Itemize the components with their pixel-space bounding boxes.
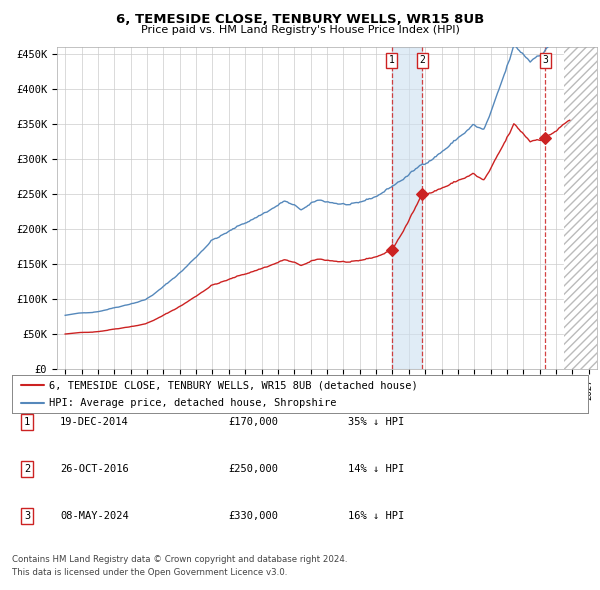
- Text: 1: 1: [24, 417, 30, 427]
- Point: [387, 245, 397, 255]
- Text: 6, TEMESIDE CLOSE, TENBURY WELLS, WR15 8UB: 6, TEMESIDE CLOSE, TENBURY WELLS, WR15 8…: [116, 13, 484, 26]
- Bar: [564, 47, 597, 369]
- Text: 19-DEC-2014: 19-DEC-2014: [60, 417, 129, 427]
- Bar: [392, 47, 422, 369]
- Text: 35% ↓ HPI: 35% ↓ HPI: [348, 417, 404, 427]
- Text: Price paid vs. HM Land Registry's House Price Index (HPI): Price paid vs. HM Land Registry's House …: [140, 25, 460, 35]
- Point: [418, 189, 427, 199]
- Text: 3: 3: [542, 55, 548, 65]
- Text: This data is licensed under the Open Government Licence v3.0.: This data is licensed under the Open Gov…: [12, 568, 287, 576]
- Text: 2: 2: [419, 55, 425, 65]
- Point: [541, 133, 550, 143]
- Text: £170,000: £170,000: [228, 417, 278, 427]
- Text: HPI: Average price, detached house, Shropshire: HPI: Average price, detached house, Shro…: [49, 398, 337, 408]
- Text: 26-OCT-2016: 26-OCT-2016: [60, 464, 129, 474]
- Text: £250,000: £250,000: [228, 464, 278, 474]
- Text: 14% ↓ HPI: 14% ↓ HPI: [348, 464, 404, 474]
- Text: 2: 2: [24, 464, 30, 474]
- Text: £330,000: £330,000: [228, 512, 278, 521]
- Bar: [564, 47, 597, 369]
- Text: 6, TEMESIDE CLOSE, TENBURY WELLS, WR15 8UB (detached house): 6, TEMESIDE CLOSE, TENBURY WELLS, WR15 8…: [49, 381, 418, 391]
- Text: 1: 1: [389, 55, 395, 65]
- Text: 16% ↓ HPI: 16% ↓ HPI: [348, 512, 404, 521]
- Text: Contains HM Land Registry data © Crown copyright and database right 2024.: Contains HM Land Registry data © Crown c…: [12, 555, 347, 563]
- Text: 08-MAY-2024: 08-MAY-2024: [60, 512, 129, 521]
- Text: 3: 3: [24, 512, 30, 521]
